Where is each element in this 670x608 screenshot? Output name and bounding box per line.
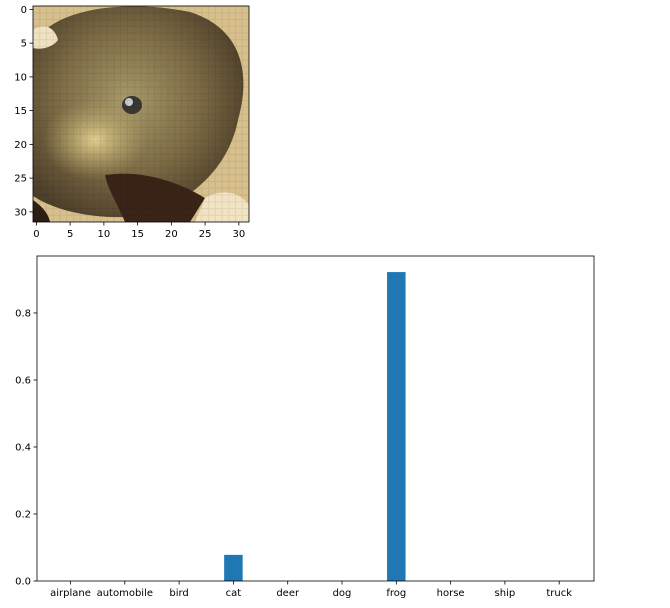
image-y-tick-label: 20 — [14, 140, 27, 151]
image-y-tick-label: 5 — [21, 39, 27, 50]
image-y-tick-label: 0 — [21, 5, 27, 16]
bar-x-tick-label: dog — [333, 588, 352, 599]
bar-x-tick-label: automobile — [97, 588, 153, 599]
bar-x-tick-label: bird — [169, 588, 188, 599]
image-x-tick-label: 30 — [233, 229, 246, 240]
image-y-tick-label: 25 — [14, 174, 27, 185]
bar-y-tick-label: 0.4 — [15, 442, 31, 453]
bar-y-tick-label: 0.2 — [15, 509, 31, 520]
image-x-tick-label: 25 — [199, 229, 212, 240]
image-x-axis: 0 5 10 15 20 25 30 — [33, 222, 245, 240]
image-pixel-grid — [33, 6, 249, 222]
bar-frog — [387, 272, 406, 581]
bar-y-tick-label: 0.8 — [15, 308, 31, 319]
bar-chart: airplane automobile bird cat deer dog frog hors… — [15, 255, 595, 599]
bar-x-axis: airplane automobile bird cat deer dog frog hors… — [50, 581, 572, 599]
bar-y-tick-label: 0.0 — [15, 577, 31, 588]
bar-x-tick-label: cat — [226, 588, 242, 599]
image-x-tick-label: 5 — [67, 229, 73, 240]
bar-x-tick-label: ship — [495, 588, 516, 599]
bar-x-tick-label: horse — [437, 588, 465, 599]
bar-x-tick-label: truck — [546, 588, 572, 599]
image-y-tick-label: 30 — [14, 207, 27, 218]
image-x-tick-label: 15 — [131, 229, 144, 240]
bar-cat — [224, 554, 243, 581]
bar-x-tick-label: frog — [386, 588, 406, 599]
image-y-tick-label: 10 — [14, 72, 27, 83]
image-x-tick-label: 20 — [165, 229, 178, 240]
image-x-tick-label: 0 — [33, 229, 39, 240]
image-x-tick-label: 10 — [98, 229, 111, 240]
bar-series — [224, 272, 406, 581]
image-frame — [32, 5, 250, 223]
plot-frame — [36, 255, 595, 582]
image-y-axis: 0 5 10 15 20 25 30 — [14, 5, 33, 218]
image-panel: 0 5 10 15 20 25 30 0 5 10 15 20 25 30 — [14, 5, 250, 240]
image-y-tick-label: 15 — [14, 106, 27, 117]
bar-x-tick-label: airplane — [50, 588, 91, 599]
bar-y-axis: 0.0 0.2 0.4 0.6 0.8 — [15, 308, 37, 588]
bar-x-tick-label: deer — [276, 588, 300, 599]
bar-y-tick-label: 0.6 — [15, 375, 31, 386]
